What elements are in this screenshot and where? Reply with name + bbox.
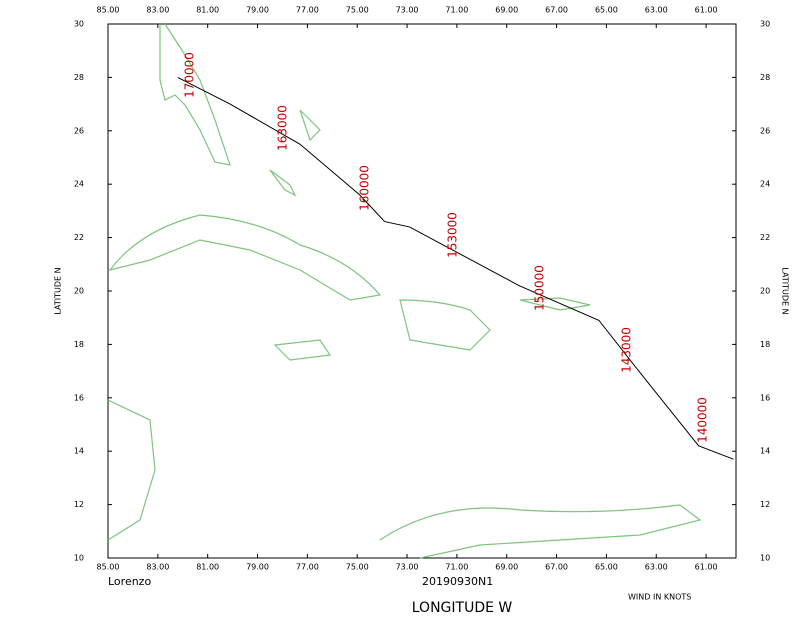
x-tick-label-top: 71.00 [445,6,468,15]
x-tick-label-top: 67.00 [545,6,568,15]
time-label: 170000 [183,52,197,98]
y-tick-label-right: 12 [760,500,770,509]
x-tick-label-top: 75.00 [346,6,369,15]
x-tick-label: 63.00 [645,563,668,572]
y-tick-label: 14 [74,447,84,456]
y-tick-label: 26 [74,126,84,135]
x-tick-label-top: 69.00 [495,6,518,15]
y-tick-label-right: 28 [760,73,770,82]
time-label: 163000 [276,105,290,151]
x-tick-label-top: 77.00 [296,6,319,15]
x-tick-label: 69.00 [495,563,518,572]
x-tick-label: 71.00 [445,563,468,572]
y-axis-label: LATITUDE N [54,267,63,314]
time-label: 143000 [620,327,634,373]
time-label: 153000 [446,212,460,258]
x-tick-label-top: 79.00 [246,6,269,15]
storm-name: Lorenzo [108,575,151,588]
time-label: 160000 [358,165,372,211]
y-tick-label: 20 [74,287,84,296]
flight-track [177,76,734,460]
y-tick-label-right: 26 [760,126,770,135]
y-tick-label-right: 20 [760,287,770,296]
x-tick-label: 83.00 [146,563,169,572]
x-tick-label: 85.00 [97,563,120,572]
mission-id: 20190930N1 [422,575,493,588]
wind-note: WIND IN KNOTS [628,593,691,602]
y-tick-label: 16 [74,393,84,402]
x-tick-label-top: 61.00 [695,6,718,15]
y-tick-label: 22 [74,233,84,242]
x-tick-label: 81.00 [196,563,219,572]
y-tick-label: 30 [74,20,84,29]
x-tick-label: 67.00 [545,563,568,572]
x-tick-label-top: 85.00 [97,6,120,15]
x-tick-label-top: 65.00 [595,6,618,15]
x-tick-label: 73.00 [396,563,419,572]
y-tick-label: 24 [74,180,84,189]
x-tick-label-top: 63.00 [645,6,668,15]
x-tick-label: 61.00 [695,563,718,572]
y-tick-label: 18 [74,340,84,349]
time-label: 140000 [696,397,710,443]
coastlines [107,23,702,559]
y-tick-label-right: 24 [760,180,770,189]
y-tick-label: 28 [74,73,84,82]
y-tick-label-right: 22 [760,233,770,242]
x-tick-label: 77.00 [296,563,319,572]
x-tick-label-top: 73.00 [396,6,419,15]
time-labels: 170000 163000 160000 153000 150000 14300… [183,52,710,443]
x-tick-label-top: 81.00 [196,6,219,15]
x-axis-label: LONGITUDE W [412,600,513,616]
y-tick-label: 12 [74,500,84,509]
x-tick-label-top: 83.00 [146,6,169,15]
y-tick-label-right: 30 [760,20,770,29]
x-tick-label: 79.00 [246,563,269,572]
time-label: 150000 [533,265,547,311]
y-tick-label-right: 18 [760,340,770,349]
y-tick-label-right: 10 [760,554,770,563]
y-tick-label: 10 [74,554,84,563]
y-tick-label-right: 16 [760,393,770,402]
y-tick-label-right: 14 [760,447,770,456]
map-frame [107,23,737,559]
x-tick-label: 65.00 [595,563,618,572]
x-tick-label: 75.00 [346,563,369,572]
y-axis-label-right: LATITUDE N [781,267,790,314]
